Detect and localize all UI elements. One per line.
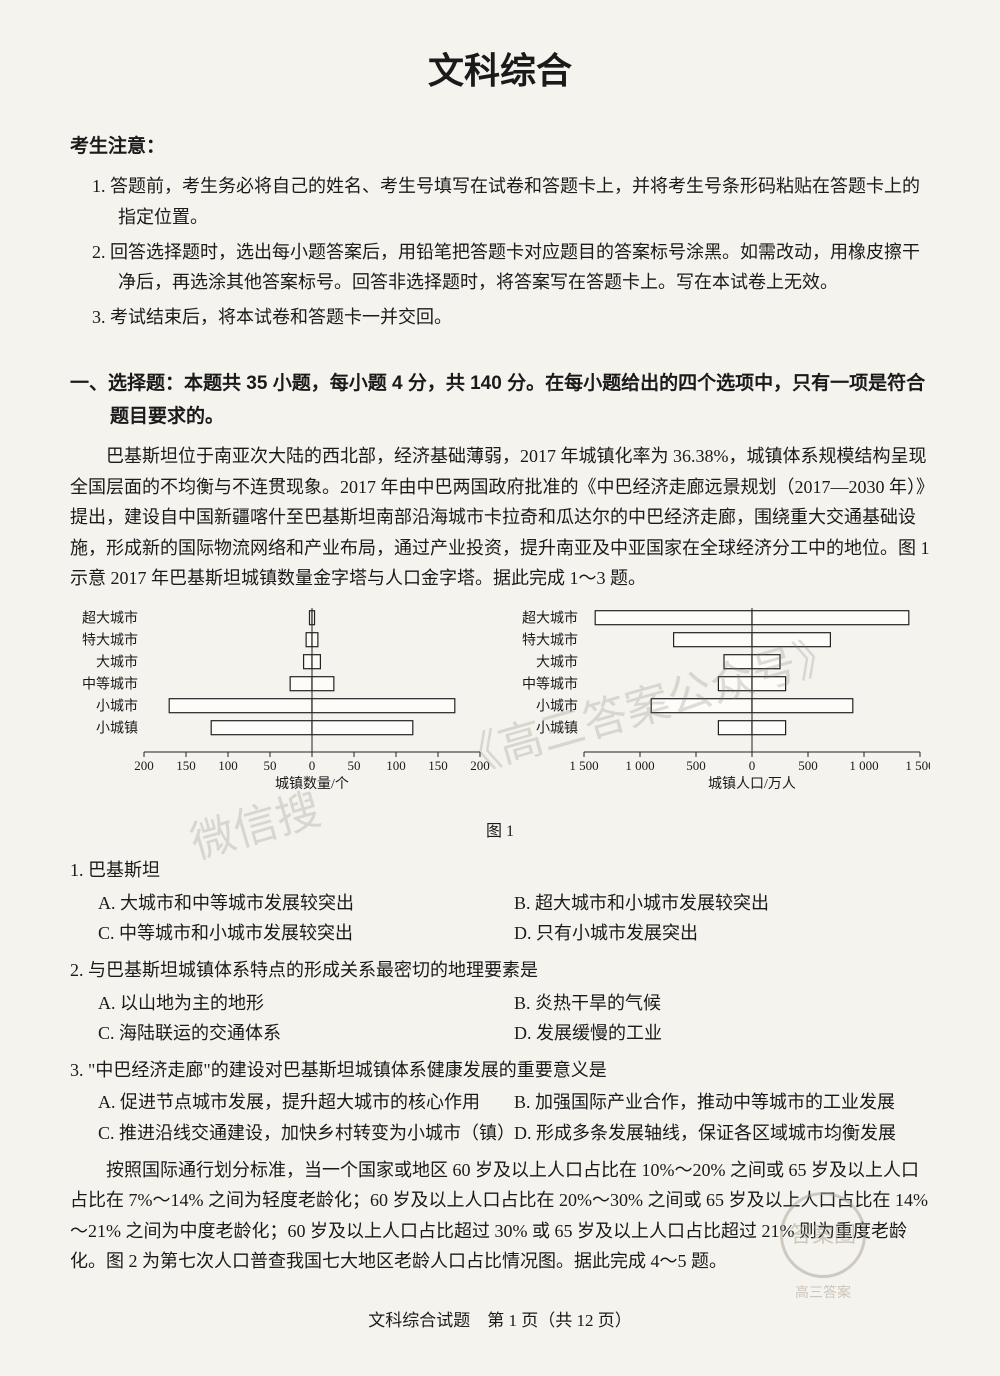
- option: C. 中等城市和小城市发展较突出: [98, 918, 514, 949]
- svg-text:150: 150: [176, 758, 196, 773]
- question: 3. "中巴经济走廊"的建设对巴基斯坦城镇体系健康发展的重要意义是A. 促进节点…: [70, 1055, 930, 1149]
- svg-text:大城市: 大城市: [536, 654, 578, 671]
- svg-text:50: 50: [264, 758, 277, 773]
- svg-text:大城市: 大城市: [96, 654, 138, 671]
- options-row: A. 以山地为主的地形B. 炎热干旱的气候C. 海陆联运的交通体系D. 发展缓慢…: [70, 988, 930, 1049]
- svg-text:1 500: 1 500: [569, 758, 598, 773]
- notice-list: 1. 答题前，考生务必将自己的姓名、考生号填写在试卷和答题卡上，并将考生号条形码…: [70, 171, 930, 332]
- svg-text:特大城市: 特大城市: [522, 632, 578, 649]
- svg-text:100: 100: [218, 758, 238, 773]
- svg-text:中等城市: 中等城市: [82, 676, 138, 693]
- post-passage: 按照国际通行划分标准，当一个国家或地区 60 岁及以上人口占比在 10%～20%…: [70, 1155, 930, 1277]
- svg-text:中等城市: 中等城市: [522, 676, 578, 693]
- svg-text:500: 500: [798, 758, 818, 773]
- passage-text: 巴基斯坦位于南亚次大陆的西北部，经济基础薄弱，2017 年城镇化率为 36.38…: [70, 441, 930, 594]
- svg-text:100: 100: [386, 758, 406, 773]
- question: 1. 巴基斯坦A. 大城市和中等城市发展较突出B. 超大城市和小城市发展较突出C…: [70, 855, 930, 949]
- page-footer: 文科综合试题 第 1 页（共 12 页）: [70, 1307, 930, 1336]
- svg-text:城镇人口/万人: 城镇人口/万人: [708, 776, 796, 792]
- svg-text:1 000: 1 000: [849, 758, 878, 773]
- svg-text:小城镇: 小城镇: [96, 721, 138, 737]
- svg-text:200: 200: [470, 758, 490, 773]
- notice-header: 考生注意：: [70, 131, 930, 163]
- svg-text:0: 0: [309, 758, 316, 773]
- svg-text:小城镇: 小城镇: [536, 721, 578, 737]
- svg-text:小城市: 小城市: [536, 698, 578, 715]
- question-stem: 1. 巴基斯坦: [70, 855, 930, 886]
- page-title: 文科综合: [70, 40, 930, 101]
- question-stem: 2. 与巴基斯坦城镇体系特点的形成关系最密切的地理要素是: [70, 955, 930, 986]
- option: A. 以山地为主的地形: [98, 988, 514, 1019]
- svg-text:超大城市: 超大城市: [82, 610, 138, 627]
- option: C. 海陆联运的交通体系: [98, 1018, 514, 1049]
- option: D. 只有小城市发展突出: [514, 918, 930, 949]
- svg-text:1 500: 1 500: [905, 758, 930, 773]
- option: A. 促进节点城市发展，提升超大城市的核心作用: [98, 1087, 514, 1118]
- svg-text:150: 150: [428, 758, 448, 773]
- svg-text:小城市: 小城市: [96, 698, 138, 715]
- svg-text:超大城市: 超大城市: [522, 610, 578, 627]
- option: D. 发展缓慢的工业: [514, 1018, 930, 1049]
- charts-area: 20015010050050100150200超大城市特大城市大城市中等城市小城…: [70, 604, 930, 814]
- section-header: 一、选择题：本题共 35 小题，每小题 4 分，共 140 分。在每小题给出的四…: [70, 368, 930, 433]
- option: B. 超大城市和小城市发展较突出: [514, 888, 930, 919]
- svg-text:1 000: 1 000: [625, 758, 654, 773]
- notice-item: 2. 回答选择题时，选出每小题答案后，用铅笔把答题卡对应题目的答案标号涂黑。如需…: [118, 237, 930, 298]
- svg-text:50: 50: [348, 758, 361, 773]
- option: A. 大城市和中等城市发展较突出: [98, 888, 514, 919]
- question: 2. 与巴基斯坦城镇体系特点的形成关系最密切的地理要素是A. 以山地为主的地形B…: [70, 955, 930, 1049]
- chart-right: 1 500 1 000 500 0 500 1 000 1 500 超大城市特大城市大城市中等…: [510, 604, 930, 814]
- option: C. 推进沿线交通建设，加快乡村转变为小城市（镇）: [98, 1118, 514, 1149]
- notice-item: 3. 考试结束后，将本试卷和答题卡一并交回。: [118, 302, 930, 333]
- svg-text:0: 0: [749, 758, 756, 773]
- stamp-sub: 高三答案: [768, 1282, 878, 1306]
- options-row: A. 促进节点城市发展，提升超大城市的核心作用B. 加强国际产业合作，推动中等城…: [70, 1087, 930, 1148]
- svg-text:城镇数量/个: 城镇数量/个: [275, 776, 349, 792]
- option: D. 形成多条发展轴线，保证各区域城市均衡发展: [514, 1118, 930, 1149]
- chart-left: 200 150 100 50 0 50 100 150 200 超大城市特大城市大城市中等城市小城…: [70, 604, 490, 814]
- svg-text:特大城市: 特大城市: [82, 632, 138, 649]
- svg-text:500: 500: [686, 758, 706, 773]
- figure-caption: 图 1: [70, 818, 930, 845]
- question-stem: 3. "中巴经济走廊"的建设对巴基斯坦城镇体系健康发展的重要意义是: [70, 1055, 930, 1086]
- option: B. 炎热干旱的气候: [514, 988, 930, 1019]
- notice-item: 1. 答题前，考生务必将自己的姓名、考生号填写在试卷和答题卡上，并将考生号条形码…: [118, 171, 930, 232]
- option: B. 加强国际产业合作，推动中等城市的工业发展: [514, 1087, 930, 1118]
- svg-text:200: 200: [134, 758, 154, 773]
- options-row: A. 大城市和中等城市发展较突出B. 超大城市和小城市发展较突出C. 中等城市和…: [70, 888, 930, 949]
